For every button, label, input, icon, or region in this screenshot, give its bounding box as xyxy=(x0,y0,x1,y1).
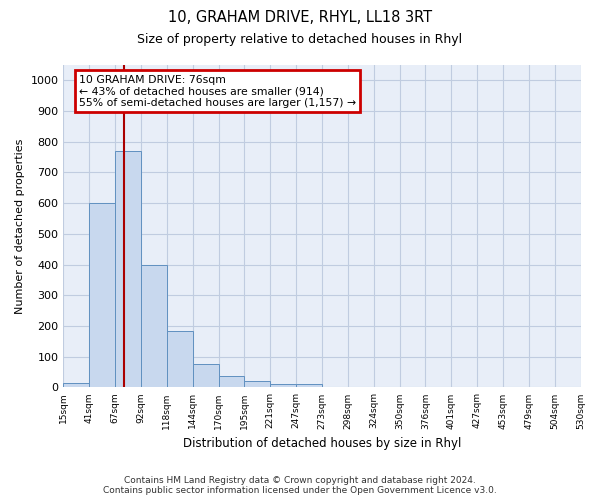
Y-axis label: Number of detached properties: Number of detached properties xyxy=(15,138,25,314)
Text: Contains HM Land Registry data © Crown copyright and database right 2024.
Contai: Contains HM Land Registry data © Crown c… xyxy=(103,476,497,495)
Bar xyxy=(115,151,141,388)
Bar xyxy=(270,384,296,388)
Bar xyxy=(296,384,322,388)
Text: Size of property relative to detached houses in Rhyl: Size of property relative to detached ho… xyxy=(137,32,463,46)
Bar xyxy=(64,383,89,388)
Bar xyxy=(89,203,115,388)
Bar xyxy=(218,376,244,388)
Text: 10, GRAHAM DRIVE, RHYL, LL18 3RT: 10, GRAHAM DRIVE, RHYL, LL18 3RT xyxy=(168,10,432,25)
Bar xyxy=(141,264,167,388)
X-axis label: Distribution of detached houses by size in Rhyl: Distribution of detached houses by size … xyxy=(183,437,461,450)
Bar xyxy=(167,330,193,388)
Bar xyxy=(193,364,218,388)
Text: 10 GRAHAM DRIVE: 76sqm
← 43% of detached houses are smaller (914)
55% of semi-de: 10 GRAHAM DRIVE: 76sqm ← 43% of detached… xyxy=(79,74,356,108)
Bar xyxy=(244,382,270,388)
